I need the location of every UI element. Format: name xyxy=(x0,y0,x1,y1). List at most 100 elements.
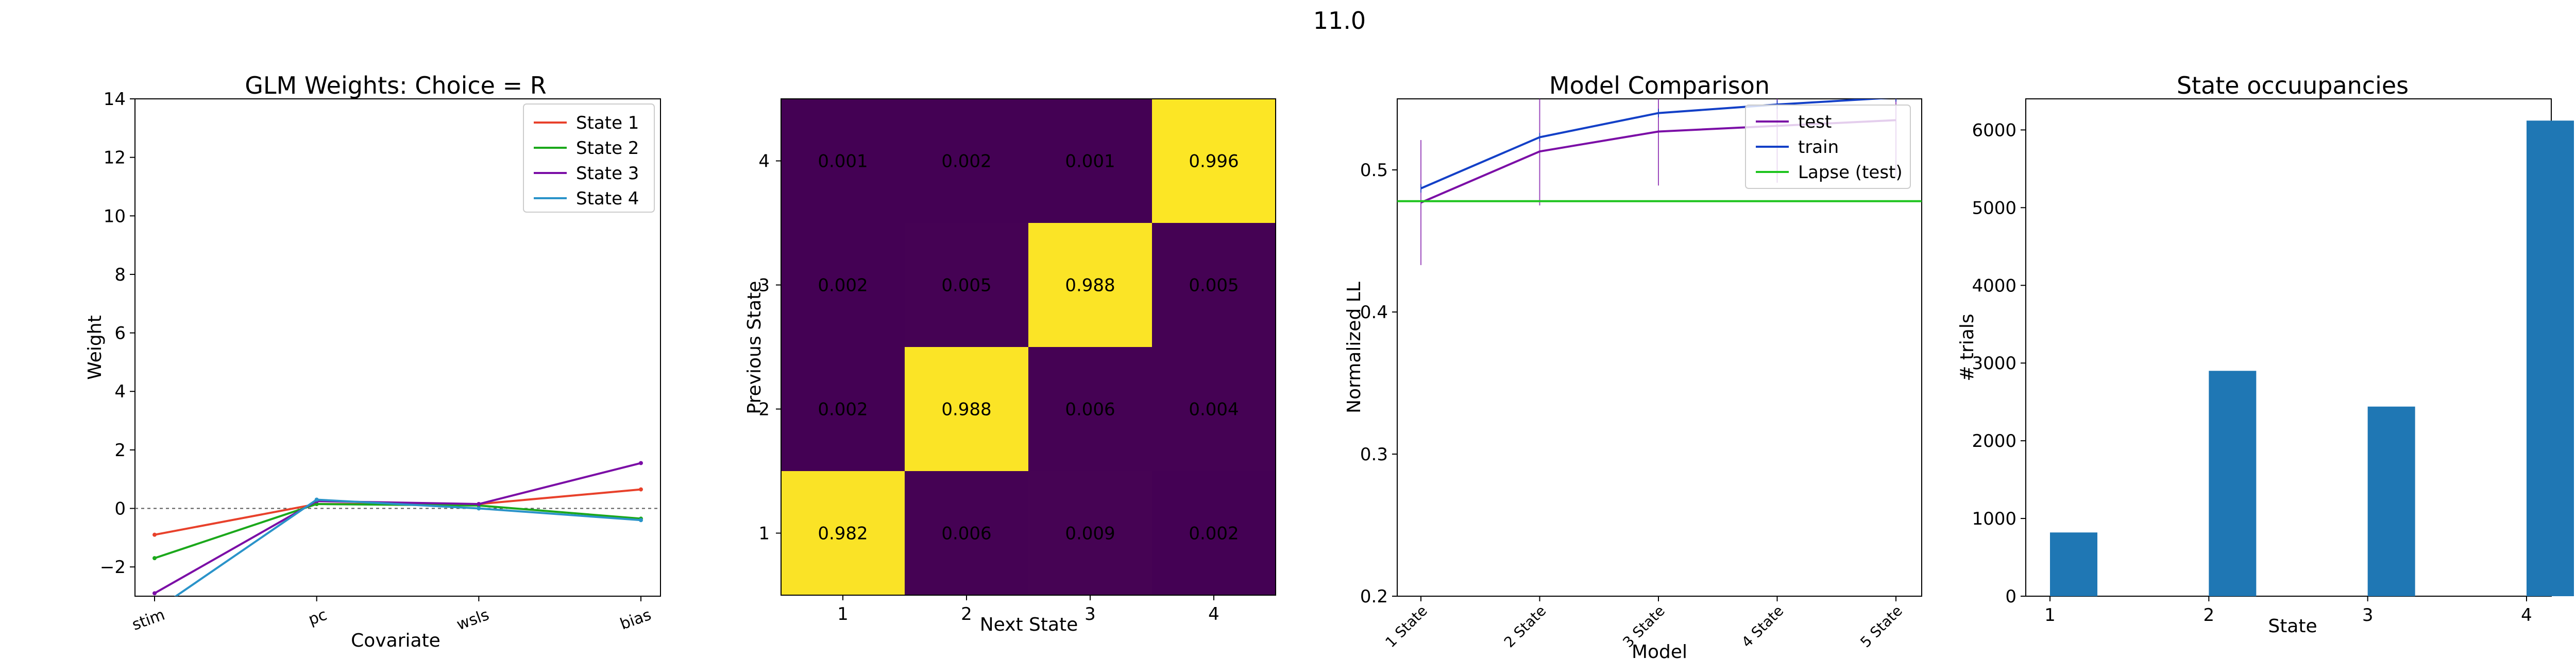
heatmap-cell-label: 0.006 xyxy=(941,524,991,544)
glm-title: GLM Weights: Choice = R xyxy=(245,72,546,99)
heatmap-cell xyxy=(1152,99,1276,223)
glm-ytick-label: 10 xyxy=(104,206,126,227)
heatmap-cell xyxy=(905,347,1028,471)
occupancies-ytick-label: 6000 xyxy=(1972,120,2016,141)
heatmap-ytick-label: 2 xyxy=(758,400,770,420)
glm-ytick-label: 4 xyxy=(114,381,126,402)
glm-series-point xyxy=(639,461,643,465)
heatmap-xtick-label: 4 xyxy=(1208,604,1219,625)
glm-legend-box xyxy=(523,103,655,213)
heatmap-cell-label: 0.009 xyxy=(1065,524,1115,544)
glm-ytick-label: 12 xyxy=(104,148,126,168)
glm-ytick-label: 2 xyxy=(114,440,126,461)
occupancies-ytick-label: 3000 xyxy=(1972,353,2016,374)
glm-ytick-label: 14 xyxy=(104,89,126,110)
heatmap-ytick-label: 3 xyxy=(758,275,770,296)
glm-xtick-label: bias xyxy=(618,606,654,634)
glm-series-point xyxy=(639,518,643,523)
glm-legend-label: State 3 xyxy=(576,163,639,184)
heatmap-cell xyxy=(1152,223,1276,347)
heatmap-cell-label: 0.001 xyxy=(1065,151,1115,172)
state-occupancies-chart: State occuupancies State # trials 0 1000 2… xyxy=(1957,72,2574,637)
glm-xtick-label: pc xyxy=(306,606,329,629)
transition-matrix-heatmap: Next State Previous State 0.001 0.002 0.00… xyxy=(744,98,1276,635)
glm-series-line xyxy=(154,462,641,595)
occupancies-ytick-label: 1000 xyxy=(1972,509,2016,529)
model-xtick-label: 2 State xyxy=(1501,602,1550,651)
occupancies-bar xyxy=(2050,532,2097,596)
heatmap-xtick-label: 1 xyxy=(837,604,849,625)
glm-xtick-label: wsls xyxy=(454,606,492,634)
heatmap-cell xyxy=(1028,347,1152,471)
model-legend-box xyxy=(1745,105,1911,189)
heatmap-cell-label: 0.002 xyxy=(818,275,868,296)
occupancies-axes-frame xyxy=(2025,98,2552,597)
heatmap-cell xyxy=(781,223,905,347)
glm-ytick-label: 8 xyxy=(114,265,126,285)
heatmap-cell-label: 0.002 xyxy=(818,400,868,420)
heatmap-xlabel: Next State xyxy=(980,614,1078,635)
occupancies-xtick-label: 3 xyxy=(2362,605,2374,626)
heatmap-cell xyxy=(1028,99,1152,223)
heatmap-cell-label: 0.988 xyxy=(1065,275,1115,296)
glm-series-point xyxy=(152,532,157,537)
model-xtick-label: 1 State xyxy=(1382,602,1431,651)
glm-legend-label: State 1 xyxy=(576,113,639,133)
model-comparison-chart: Model Comparison Model Normalized LL 0.2… xyxy=(1344,72,1922,659)
heatmap-cell-label: 0.996 xyxy=(1189,151,1239,172)
glm-ylabel: Weight xyxy=(84,315,106,379)
occupancies-ylabel: # trials xyxy=(1957,314,1978,381)
occupancies-ytick-label: 5000 xyxy=(1972,198,2016,218)
glm-xtick-label: stim xyxy=(130,606,167,634)
occupancies-bar xyxy=(2527,120,2574,596)
heatmap-cell-label: 0.004 xyxy=(1189,400,1239,420)
glm-series-group xyxy=(152,461,643,596)
occupancies-xtick-label: 1 xyxy=(2044,605,2056,626)
glm-series-point xyxy=(639,487,643,492)
heatmap-cell xyxy=(1028,471,1152,595)
heatmap-cell xyxy=(1152,471,1276,595)
glm-ytick-label: 0 xyxy=(114,499,126,519)
heatmap-xtick-label: 3 xyxy=(1084,604,1096,625)
glm-series-point xyxy=(152,591,157,596)
model-legend-label: test xyxy=(1798,112,1832,132)
heatmap-cell-label: 0.002 xyxy=(1189,524,1239,544)
glm-series-point xyxy=(477,506,481,511)
model-legend-label: train xyxy=(1798,137,1839,158)
heatmap-ylabel: Previous State xyxy=(744,281,765,414)
glm-series-point xyxy=(314,502,319,507)
glm-ytick-label: 6 xyxy=(114,323,126,344)
glm-legend-label: State 2 xyxy=(576,138,639,159)
occupancies-title: State occuupancies xyxy=(2177,72,2409,99)
model-legend-label: Lapse (test) xyxy=(1798,162,1903,183)
occupancies-ytick-label: 0 xyxy=(2005,586,2016,607)
heatmap-frame xyxy=(781,98,1276,596)
model-ytick-label: 0.5 xyxy=(1360,160,1388,181)
occupancies-bar xyxy=(2209,371,2257,596)
heatmap-cell-label: 0.002 xyxy=(941,151,991,172)
occupancies-ytick-label: 4000 xyxy=(1972,275,2016,296)
model-ytick-label: 0.3 xyxy=(1360,444,1388,465)
glm-series-point xyxy=(314,497,319,502)
heatmap-cell xyxy=(905,99,1028,223)
occupancies-bar xyxy=(2367,406,2415,596)
model-comparison-ylabel: Normalized LL xyxy=(1344,282,1365,413)
model-comparison-xlabel: Model xyxy=(1632,641,1687,659)
heatmap-cell-label: 0.001 xyxy=(818,151,868,172)
heatmap-xtick-label: 2 xyxy=(961,604,972,625)
glm-xlabel: Covariate xyxy=(351,630,440,651)
heatmap-ytick-label: 4 xyxy=(758,151,770,172)
occupancies-xtick-label: 4 xyxy=(2521,605,2532,626)
model-ytick-label: 0.4 xyxy=(1360,302,1388,323)
figure-suptitle: 11.0 xyxy=(1313,7,1366,34)
heatmap-cell xyxy=(1152,347,1276,471)
heatmap-cell xyxy=(1028,223,1152,347)
heatmap-cell-label: 0.005 xyxy=(1189,275,1239,296)
heatmap-cell xyxy=(905,471,1028,595)
glm-series-line xyxy=(174,498,641,596)
heatmap-cell-label: 0.988 xyxy=(941,400,991,420)
model-xtick-label: 5 State xyxy=(1857,602,1906,651)
occupancies-xlabel: State xyxy=(2268,616,2317,637)
glm-weights-chart: GLM Weights: Choice = R Covariate Weight… xyxy=(84,72,661,651)
